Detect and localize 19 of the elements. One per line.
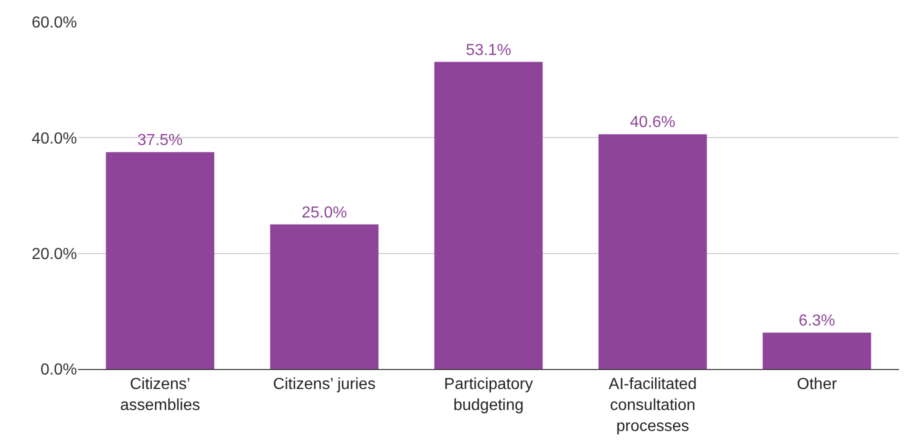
x-tick-label: AI-facilitated consultation processes xyxy=(608,376,697,435)
bar xyxy=(598,134,707,369)
bar xyxy=(270,224,378,369)
x-tick-label: Citizens’ juries xyxy=(273,376,376,394)
data-label: 37.5% xyxy=(137,132,183,150)
bar xyxy=(434,62,543,369)
data-label: 25.0% xyxy=(302,204,347,222)
data-label: 6.3% xyxy=(798,312,836,330)
bar xyxy=(106,152,214,369)
x-tick-label: Participatory budgeting xyxy=(444,376,533,414)
x-tick-label: Citizens’ assemblies xyxy=(120,376,200,414)
y-tick-label: 20.0% xyxy=(32,246,77,263)
data-label: 53.1% xyxy=(466,42,512,59)
x-tick-label: Other xyxy=(796,376,838,394)
bar xyxy=(762,332,872,369)
data-label: 40.6% xyxy=(630,114,676,132)
y-tick-label: 60.0% xyxy=(32,14,77,32)
y-tick-label: 40.0% xyxy=(32,130,77,148)
y-tick-label: 0.0% xyxy=(40,362,77,379)
